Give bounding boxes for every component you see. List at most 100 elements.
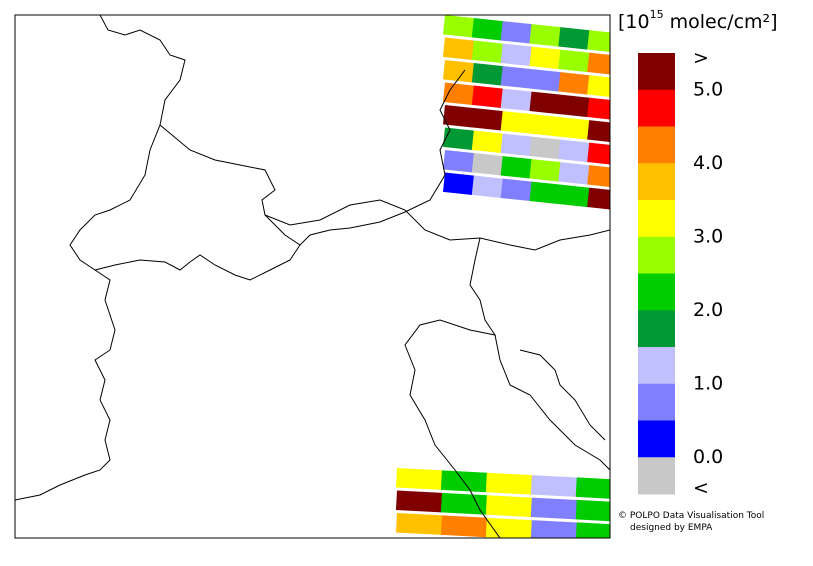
swath-pixel bbox=[395, 513, 443, 535]
swath-pixel bbox=[471, 108, 504, 131]
swath-pixel bbox=[558, 184, 590, 208]
colorbar-bin bbox=[638, 273, 675, 311]
border-line bbox=[159, 124, 610, 251]
swath-row bbox=[442, 37, 610, 76]
swath-pixel bbox=[500, 21, 533, 44]
swath-pixel bbox=[558, 162, 590, 185]
map-frame bbox=[14, 14, 611, 539]
swath-pixel bbox=[485, 495, 533, 518]
swath-pixel bbox=[440, 515, 488, 538]
swath-pixel bbox=[471, 85, 504, 109]
swath-pixel bbox=[500, 156, 533, 179]
colorbar-bin bbox=[638, 89, 675, 127]
swath-pixel bbox=[529, 69, 561, 92]
colorbar-bin bbox=[638, 53, 675, 91]
swath-pixel bbox=[587, 142, 610, 166]
colorbar-label: 1.0 bbox=[693, 372, 723, 394]
swath-pixel bbox=[587, 97, 610, 121]
swath-pixel bbox=[500, 178, 533, 202]
swath-pixel bbox=[500, 111, 533, 134]
swath-pixel bbox=[529, 136, 561, 160]
colorbar-bin bbox=[638, 200, 675, 238]
colorbar: >5.0 4.0 3.0 2.0 1.0 0.0 < bbox=[638, 47, 723, 499]
colorbar-bin bbox=[638, 310, 675, 348]
swath-pixel bbox=[442, 60, 475, 83]
swath-pixel bbox=[529, 114, 561, 137]
swath-pixel bbox=[530, 475, 578, 497]
swath-pixel bbox=[587, 75, 610, 98]
border-line bbox=[404, 237, 501, 538]
swath-pixel bbox=[587, 52, 610, 76]
swath-pixel bbox=[442, 172, 475, 195]
swath-pixel bbox=[395, 467, 443, 490]
swath-pixel bbox=[529, 24, 561, 47]
swath-pixel bbox=[529, 91, 561, 115]
border-line bbox=[494, 334, 610, 471]
swath-pixel bbox=[530, 497, 578, 520]
border-line bbox=[404, 69, 466, 213]
swath-pixel bbox=[471, 18, 504, 41]
swath-pixel bbox=[587, 120, 610, 143]
swath-row bbox=[442, 150, 610, 188]
credit-line: designed by EMPA bbox=[630, 523, 713, 533]
swath-row bbox=[395, 467, 610, 500]
colorbar-label: 3.0 bbox=[693, 225, 723, 247]
unit-exponent: 15 bbox=[650, 8, 664, 21]
swath-pixel bbox=[587, 30, 610, 53]
border-line bbox=[519, 349, 606, 441]
swath-pixel bbox=[575, 477, 610, 500]
swath-pixel bbox=[529, 181, 561, 205]
swath-pixel bbox=[442, 15, 475, 38]
colorbar-bin bbox=[638, 236, 675, 274]
borders bbox=[15, 15, 610, 538]
swath-pixel bbox=[500, 133, 533, 157]
colorbar-label: 5.0 bbox=[693, 78, 723, 100]
colorbar-bin bbox=[638, 383, 675, 421]
colorbar-bin bbox=[638, 126, 675, 164]
swath-row bbox=[395, 490, 610, 522]
swath-row bbox=[442, 82, 610, 121]
unit-base: [10 bbox=[618, 11, 650, 33]
colorbar-bin bbox=[638, 347, 675, 385]
swath-pixel bbox=[575, 522, 610, 538]
colorbar-label: > bbox=[693, 47, 709, 69]
swath-pixel bbox=[558, 117, 590, 140]
colorbar-label: 0.0 bbox=[693, 446, 723, 468]
swath-row bbox=[442, 105, 610, 143]
swath-row bbox=[442, 127, 610, 166]
swath-pixel bbox=[471, 175, 504, 199]
colorbar-bin bbox=[638, 457, 675, 495]
swath-pixel bbox=[471, 40, 504, 64]
swath-pixel bbox=[575, 499, 610, 522]
colorbar-label: < bbox=[693, 477, 709, 499]
swath-layer bbox=[395, 15, 610, 538]
swath-pixel bbox=[442, 105, 475, 128]
swath-pixel bbox=[558, 94, 590, 118]
swath-pixel bbox=[471, 130, 504, 154]
colorbar-label: 2.0 bbox=[693, 299, 723, 321]
swath-pixel bbox=[442, 150, 475, 173]
colorbar-bin bbox=[638, 420, 675, 458]
swath-pixel bbox=[587, 187, 610, 211]
swath-pixel bbox=[587, 165, 610, 188]
swath-pixel bbox=[471, 153, 504, 176]
swath-pixel bbox=[500, 66, 533, 89]
unit-rest: molec/cm²] bbox=[664, 11, 778, 33]
swath-pixel bbox=[471, 63, 504, 86]
swath-pixel bbox=[485, 472, 533, 495]
swath-row bbox=[442, 172, 610, 211]
credit-line: © POLPO Data Visualisation Tool bbox=[618, 511, 764, 521]
swath-pixel bbox=[500, 43, 533, 67]
swath-pixel bbox=[558, 139, 590, 163]
border-line bbox=[94, 244, 301, 281]
unit-label: [1015 molec/cm²] bbox=[618, 8, 778, 33]
swath-pixel bbox=[440, 492, 488, 515]
swath-pixel bbox=[558, 27, 590, 50]
border-line bbox=[15, 15, 186, 501]
swath-pixel bbox=[500, 88, 533, 112]
swath-pixel bbox=[529, 159, 561, 182]
swath-pixel bbox=[440, 470, 488, 493]
swath-pixel bbox=[529, 46, 561, 70]
